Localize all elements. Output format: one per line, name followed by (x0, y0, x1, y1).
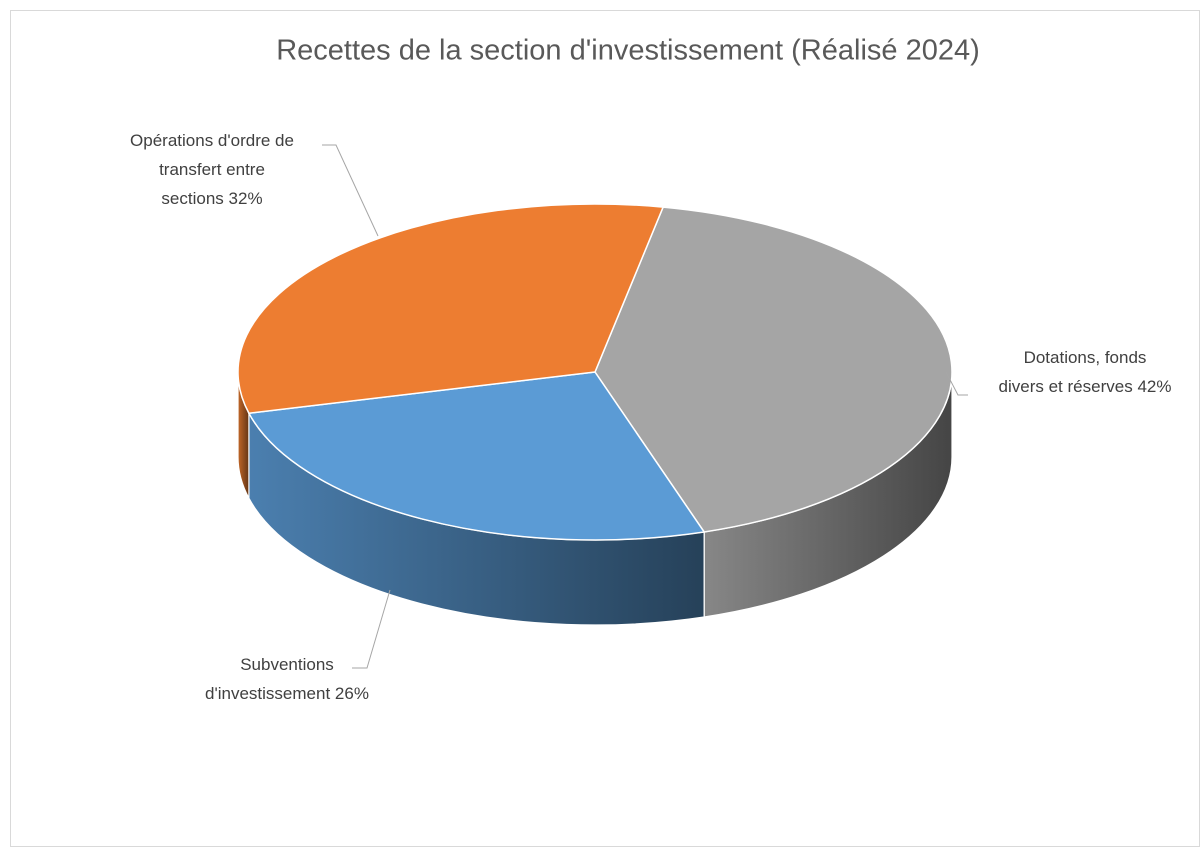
slice (247, 371, 706, 541)
value-label: 26% (334, 684, 369, 703)
category-name: Dotations, fonds divers et réserves (998, 348, 1147, 396)
slice (237, 203, 665, 415)
slice (594, 206, 953, 533)
data-label: Opérations d'ordre de transfert entre se… (130, 126, 294, 213)
value-label: 42% (1137, 377, 1172, 396)
leader-line (322, 144, 379, 237)
value-label: 32% (228, 189, 263, 208)
data-label: Subventions d'investissement 26% (205, 650, 369, 708)
leader-line (945, 371, 968, 396)
category-name: Subventions d'investissement (205, 655, 334, 703)
category-name: Opérations d'ordre de transfert entre se… (130, 131, 294, 208)
data-label: Dotations, fonds divers et réserves 42% (999, 343, 1172, 401)
leader-line (352, 589, 391, 669)
chart-title: Recettes de la section d'investissement … (276, 35, 980, 67)
